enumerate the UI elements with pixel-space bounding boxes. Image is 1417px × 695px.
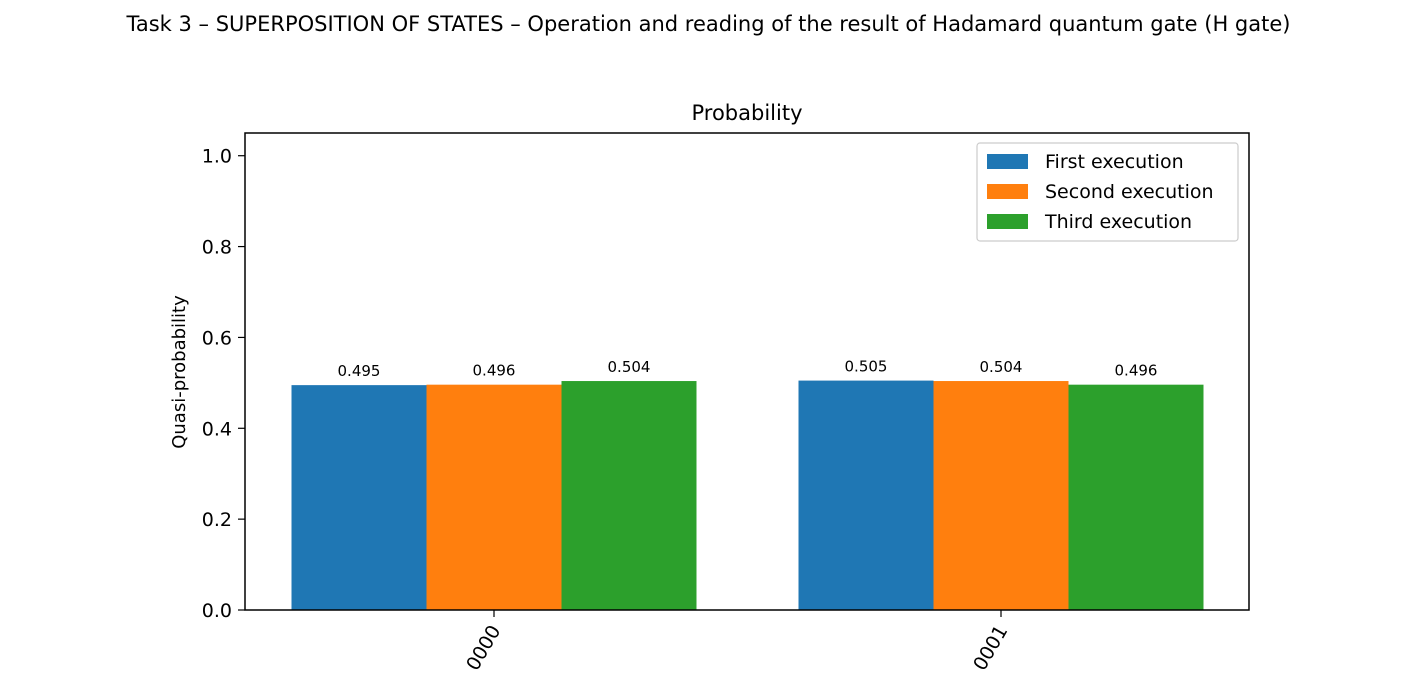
- bar-0001-series-3: [1068, 384, 1204, 610]
- chart-title: Probability: [691, 101, 802, 125]
- bar-labels-group: 0.495 0.505 0.496 0.504 0.504 0.496: [338, 358, 1158, 381]
- bar-value-label: 0.504: [608, 358, 651, 376]
- y-axis: 0.0 0.2 0.4 0.6 0.8 1.0: [202, 146, 245, 622]
- legend-box: [976, 142, 1239, 242]
- legend-swatch: [987, 154, 1028, 169]
- x-axis: 0000 0001: [462, 610, 1012, 674]
- bars-group: [291, 380, 1204, 610]
- y-tick-label: 0.0: [202, 600, 232, 622]
- y-tick-label: 0.6: [202, 327, 232, 349]
- bar-value-label: 0.505: [845, 358, 888, 376]
- y-tick-label: 0.4: [202, 418, 232, 440]
- x-tick-label: 0000: [462, 622, 505, 675]
- bar-0000-series-1: [291, 385, 427, 610]
- bar-value-label: 0.495: [338, 362, 381, 380]
- bar-0000-series-2: [426, 384, 562, 610]
- bar-0001-series-2: [933, 381, 1069, 610]
- bar-value-label: 0.496: [1115, 362, 1158, 380]
- figure-suptitle: Task 3 – SUPERPOSITION OF STATES – Opera…: [126, 12, 1291, 36]
- legend-label: Third execution: [1044, 211, 1192, 233]
- bar-0001-series-1: [798, 380, 934, 610]
- legend-swatch: [987, 214, 1028, 229]
- y-axis-label: Quasi-probability: [169, 295, 190, 449]
- bar-value-label: 0.496: [473, 362, 516, 380]
- legend-label: First execution: [1045, 151, 1184, 173]
- legend: First execution Second execution Third exe…: [976, 142, 1239, 242]
- plot-frame: [244, 132, 1250, 611]
- bar-0000-series-3: [561, 381, 697, 610]
- y-tick-label: 0.2: [202, 509, 232, 531]
- x-tick-label: 0001: [969, 622, 1012, 675]
- y-tick-label: 1.0: [202, 146, 232, 168]
- y-tick-label: 0.8: [202, 237, 232, 259]
- bar-value-label: 0.504: [980, 358, 1023, 376]
- legend-swatch: [987, 184, 1028, 199]
- legend-label: Second execution: [1045, 181, 1214, 203]
